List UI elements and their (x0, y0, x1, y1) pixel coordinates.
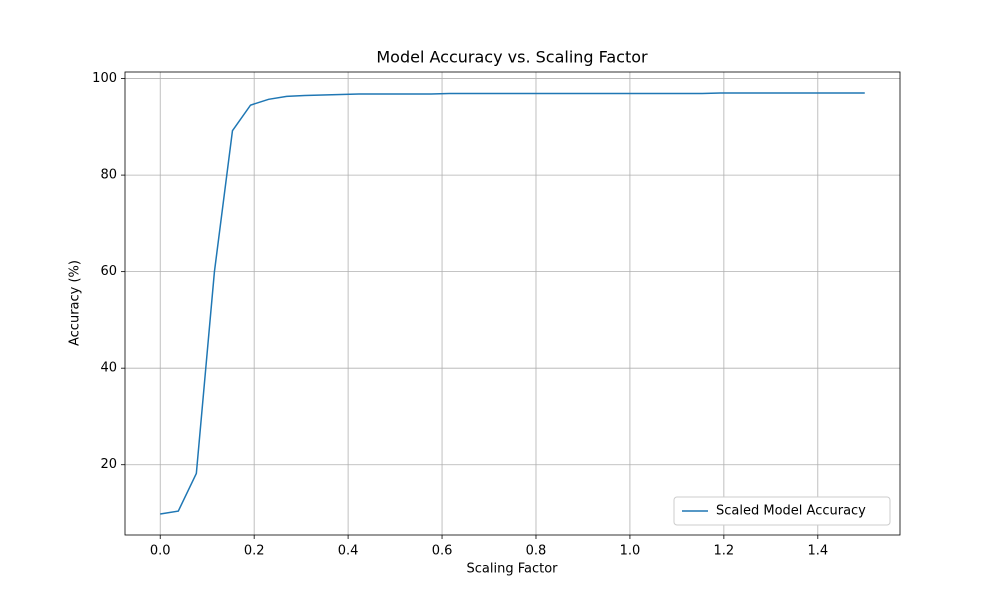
x-tick-label: 0.6 (432, 544, 453, 559)
x-tick-label: 0.0 (150, 544, 171, 559)
y-tick-label: 100 (92, 71, 117, 86)
legend-box (673, 496, 891, 526)
x-tick-label: 0.4 (338, 544, 359, 559)
line-series (160, 92, 865, 515)
y-tick-label: 20 (100, 457, 117, 472)
x-tick-label: 1.2 (714, 544, 735, 559)
x-tick-label: 1.4 (807, 544, 828, 559)
y-axis-label: Accuracy (%) (68, 260, 83, 346)
chart-title: Model Accuracy vs. Scaling Factor (376, 48, 648, 67)
x-tick-label: 0.2 (244, 544, 265, 559)
y-tick-label: 60 (100, 264, 117, 279)
x-tick-label: 0.8 (526, 544, 547, 559)
x-tick-label: 1.0 (620, 544, 641, 559)
y-tick-label: 40 (100, 361, 117, 376)
legend-label: Scaled Model Accuracy (716, 504, 866, 519)
x-axis-label: Scaling Factor (466, 562, 558, 577)
y-tick-label: 80 (100, 168, 117, 183)
plot-frame (124, 71, 901, 536)
